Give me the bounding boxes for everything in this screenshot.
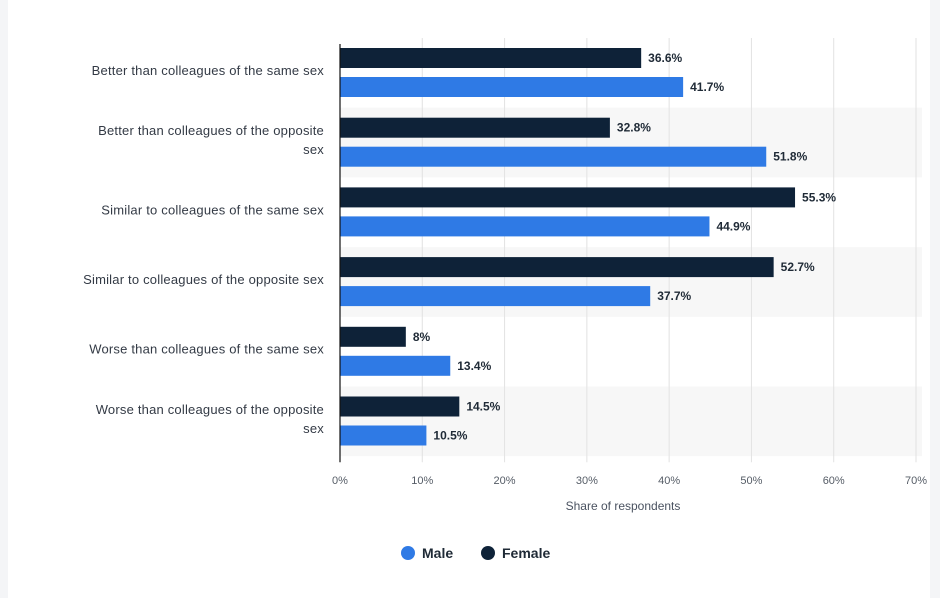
data-label-male: 13.4%: [457, 359, 491, 373]
bar-male: [340, 146, 767, 167]
category-label-line: Similar to colleagues of the same sex: [101, 202, 324, 217]
bar-male: [340, 425, 427, 446]
bar-female: [340, 257, 774, 278]
data-label-male: 51.8%: [773, 150, 807, 164]
category-label-line: Worse than colleagues of the opposite: [96, 402, 324, 417]
x-tick-label: 0%: [332, 475, 348, 487]
category-label-line: sex: [303, 421, 324, 436]
data-label-female: 14.5%: [466, 400, 500, 414]
x-tick-label: 40%: [658, 475, 680, 487]
legend-marker-female: [481, 546, 495, 560]
bar-female: [340, 396, 460, 417]
legend-label-male: Male: [422, 545, 453, 561]
bar-female: [340, 117, 610, 138]
data-label-male: 10.5%: [433, 429, 467, 443]
category-label-line: Worse than colleagues of the same sex: [89, 342, 324, 357]
bar-female: [340, 326, 406, 347]
data-label-female: 52.7%: [781, 260, 815, 274]
legend-marker-male: [401, 546, 415, 560]
x-tick-label: 20%: [494, 475, 516, 487]
data-label-male: 41.7%: [690, 80, 724, 94]
x-tick-label: 50%: [740, 475, 762, 487]
bar-male: [340, 216, 710, 237]
category-label-line: Better than colleagues of the opposite: [98, 123, 324, 138]
x-tick-label: 60%: [823, 475, 845, 487]
category-label-line: Better than colleagues of the same sex: [92, 63, 325, 78]
data-label-female: 8%: [413, 330, 431, 344]
category-label-line: sex: [303, 142, 324, 157]
category-label: Similar to colleagues of the same sex: [101, 202, 324, 217]
x-tick-label: 70%: [905, 475, 927, 487]
data-label-female: 36.6%: [648, 51, 682, 65]
bar-male: [340, 77, 684, 97]
category-label: Similar to colleagues of the opposite se…: [83, 272, 324, 287]
x-tick-label: 30%: [576, 475, 598, 487]
bar-male: [340, 355, 451, 376]
data-label-male: 37.7%: [657, 289, 691, 303]
x-axis-title: Share of respondents: [566, 499, 681, 513]
chart-card: 0% 10% 20% 30% 40% 50% 60% 70% 36.6% 41.7% Better …: [8, 0, 930, 598]
x-tick-label: 10%: [411, 475, 433, 487]
legend-label-female: Female: [502, 545, 550, 561]
category-label: Worse than colleagues of the same sex: [89, 342, 324, 357]
category-label: Better than colleagues of the opposite se…: [98, 123, 324, 157]
bar-female: [340, 187, 796, 208]
data-label-male: 44.9%: [716, 219, 750, 233]
data-label-female: 55.3%: [802, 190, 836, 204]
category-label: Worse than colleagues of the opposite sex: [96, 402, 325, 436]
bar-male: [340, 286, 651, 307]
category-label: Better than colleagues of the same sex: [92, 63, 325, 78]
data-label-female: 32.8%: [617, 121, 651, 135]
category-label-line: Similar to colleagues of the opposite se…: [83, 272, 324, 287]
bar-female: [340, 48, 642, 68]
bar-chart: 0% 10% 20% 30% 40% 50% 60% 70% 36.6% 41.7% Better …: [83, 38, 927, 561]
